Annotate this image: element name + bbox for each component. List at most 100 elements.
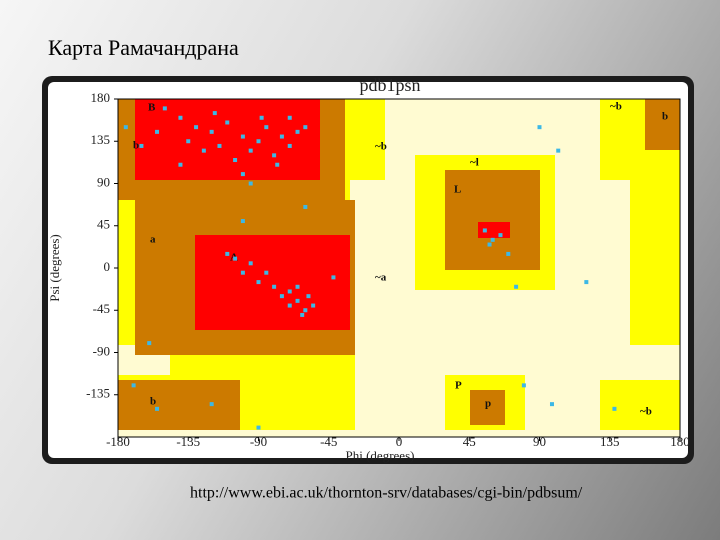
point: [209, 402, 214, 407]
point: [482, 228, 487, 233]
point: [259, 115, 264, 120]
point: [212, 111, 217, 116]
region-label: p: [485, 398, 491, 410]
point: [178, 162, 183, 167]
region-label: a: [150, 234, 156, 246]
point: [279, 134, 284, 139]
point: [233, 256, 238, 261]
point: [201, 148, 206, 153]
point: [287, 303, 292, 308]
y-tick-label: -45: [93, 301, 110, 316]
point: [556, 148, 561, 153]
region-label: P: [455, 380, 462, 392]
x-tick-label: 90: [533, 434, 546, 449]
point: [287, 289, 292, 294]
point: [155, 406, 160, 411]
point: [275, 162, 280, 167]
slide-title: Карта Рамачандрана: [48, 35, 239, 60]
point: [537, 125, 542, 130]
point: [295, 129, 300, 134]
x-tick-label: 0: [396, 434, 403, 449]
point: [155, 129, 160, 134]
point: [331, 275, 336, 280]
point: [248, 261, 253, 266]
point: [549, 402, 554, 407]
point: [248, 181, 253, 186]
point: [256, 280, 261, 285]
point: [240, 219, 245, 224]
source-url: http://www.ebi.ac.uk/thornton-srv/databa…: [190, 485, 583, 502]
point: [240, 134, 245, 139]
point: [256, 139, 261, 144]
chart-title: pdb1psn: [359, 75, 420, 95]
region-label: ~a: [375, 272, 387, 284]
x-tick-label: -180: [106, 434, 130, 449]
region-label: ~l: [470, 157, 479, 169]
point: [256, 425, 261, 430]
region-label: ~b: [640, 406, 652, 418]
y-tick-label: 90: [97, 174, 110, 189]
x-tick-label: 135: [600, 434, 620, 449]
point: [217, 143, 222, 148]
point: [240, 172, 245, 177]
point: [612, 406, 617, 411]
x-tick-label: -135: [176, 434, 200, 449]
point: [498, 233, 503, 238]
x-tick-label: -90: [250, 434, 267, 449]
region-label: L: [454, 184, 461, 196]
y-tick-label: 180: [91, 90, 111, 105]
point: [521, 383, 526, 388]
y-tick-label: 135: [91, 132, 111, 147]
region-label: b: [662, 111, 668, 123]
region-label: ~b: [375, 141, 387, 153]
point: [209, 129, 214, 134]
point: [225, 251, 230, 256]
point: [123, 125, 128, 130]
regions: [118, 99, 680, 437]
point: [279, 294, 284, 299]
y-axis-label: Psi (degrees): [47, 234, 62, 302]
point: [139, 143, 144, 148]
point: [514, 284, 519, 289]
point: [186, 139, 191, 144]
x-tick-label: 45: [463, 434, 476, 449]
point: [264, 270, 269, 275]
point: [584, 280, 589, 285]
region-label: b: [150, 396, 156, 408]
region-label: b: [133, 140, 139, 152]
point: [295, 284, 300, 289]
point: [287, 115, 292, 120]
point: [178, 115, 183, 120]
point: [272, 284, 277, 289]
point: [303, 204, 308, 209]
point: [506, 251, 511, 256]
point: [264, 125, 269, 130]
point: [300, 312, 305, 317]
point: [233, 158, 238, 163]
point: [287, 143, 292, 148]
x-axis-label: Phi (degrees): [346, 448, 415, 463]
point: [240, 270, 245, 275]
y-tick-label: -90: [93, 343, 110, 358]
point: [162, 106, 167, 111]
point: [147, 341, 152, 346]
point: [295, 298, 300, 303]
y-tick-label: 45: [97, 217, 110, 232]
y-tick-label: 0: [104, 259, 111, 274]
point: [311, 303, 316, 308]
y-tick-label: -135: [86, 386, 110, 401]
region-label: B: [148, 102, 156, 114]
point: [131, 383, 136, 388]
point: [272, 153, 277, 158]
point: [490, 237, 495, 242]
point: [487, 242, 492, 247]
point: [303, 125, 308, 130]
x-tick-label: -45: [320, 434, 337, 449]
point: [225, 120, 230, 125]
point: [306, 294, 311, 299]
point: [303, 308, 308, 313]
point: [248, 148, 253, 153]
region-label: ~b: [610, 101, 622, 113]
